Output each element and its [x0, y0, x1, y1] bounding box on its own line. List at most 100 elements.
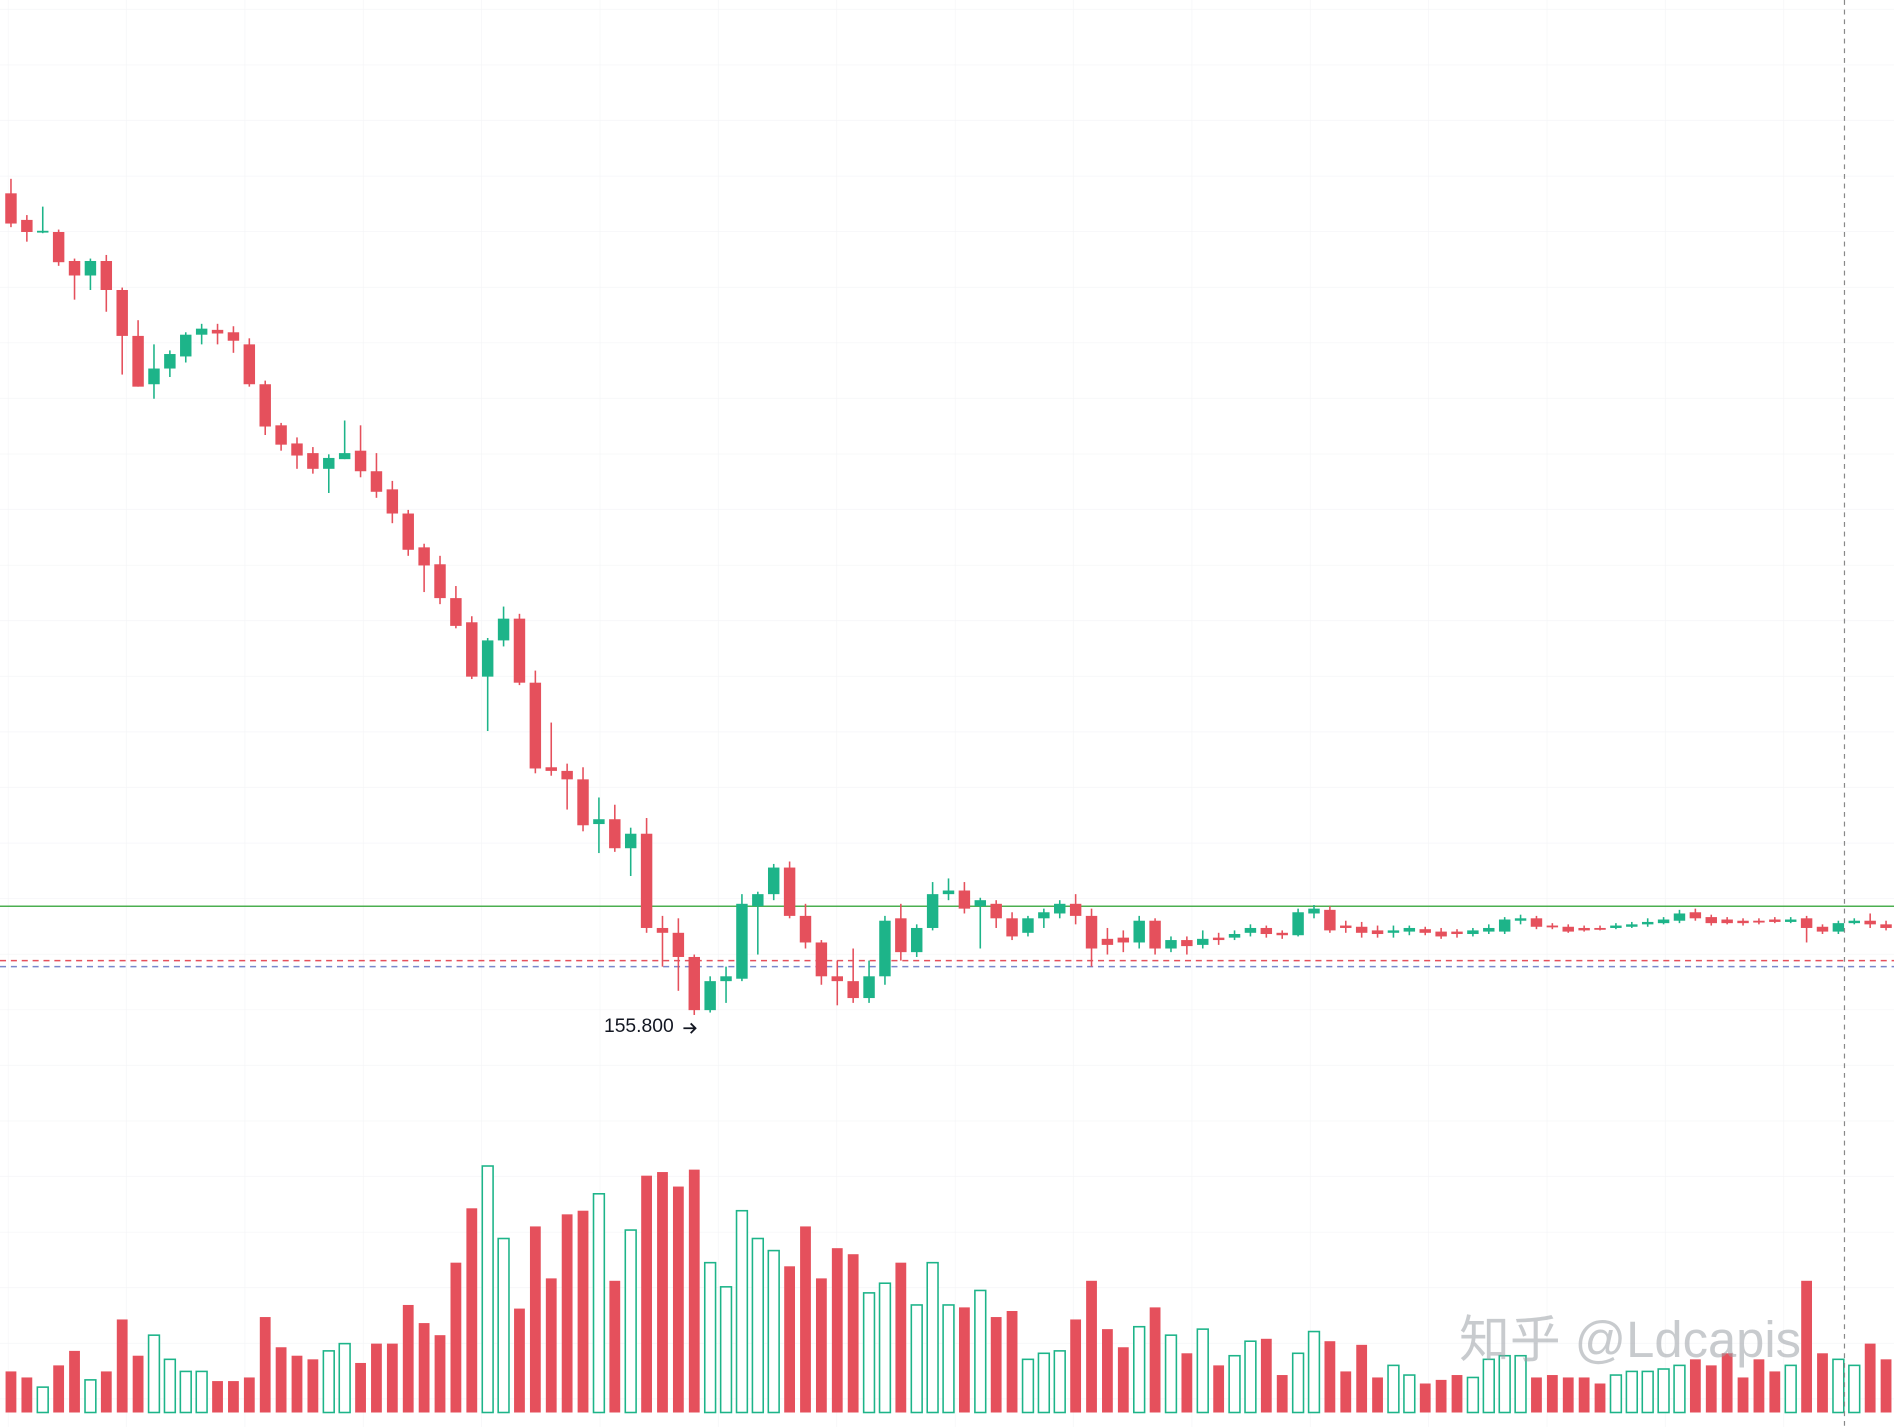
volume-bar [1102, 1329, 1113, 1413]
candle-body [1467, 930, 1479, 935]
candle-body [1371, 930, 1384, 935]
volume-bar [609, 1280, 621, 1413]
candle-body [926, 894, 939, 928]
candle-body [1800, 918, 1813, 928]
volume-bar [466, 1208, 478, 1413]
candle-body [545, 767, 557, 771]
candle-body [1673, 913, 1686, 921]
volume-bar [1276, 1375, 1288, 1413]
candle-body [1498, 919, 1511, 932]
volume-bar [1562, 1377, 1574, 1413]
candle-body [402, 513, 414, 550]
volume-bar [1594, 1383, 1606, 1413]
candle-body [100, 260, 113, 290]
candle-body [1626, 924, 1638, 927]
candle-body [672, 932, 685, 957]
candle-body [450, 598, 462, 626]
volume-bar [1435, 1379, 1447, 1413]
candle-body [211, 329, 224, 334]
volume-bar [878, 1282, 892, 1414]
candle-body [37, 230, 49, 233]
candle-body [624, 833, 637, 849]
candle-body [466, 622, 478, 677]
candle-body [974, 900, 987, 907]
candle-body [418, 547, 430, 566]
candle-body [1085, 915, 1098, 949]
volume-bar [386, 1343, 398, 1413]
volume-bar [641, 1175, 652, 1413]
candle-body [180, 334, 192, 357]
candle-body [1212, 937, 1225, 941]
volume-bar [910, 1304, 923, 1414]
volume-bar [1689, 1359, 1701, 1413]
candle-body [1292, 912, 1304, 936]
volume-bar [179, 1370, 192, 1414]
volume-bar [1784, 1364, 1797, 1414]
volume-bar [497, 1237, 510, 1414]
candle-body [132, 335, 144, 387]
candle-body [1149, 920, 1161, 949]
candle-body [21, 219, 33, 232]
watermark: 知乎 @Ldcapis [1459, 1311, 1801, 1368]
low-price-label: 155.800 [604, 1016, 674, 1037]
volume-bar [1006, 1311, 1018, 1413]
candle-body [1260, 927, 1273, 935]
volume-bar [1340, 1371, 1352, 1413]
volume-bar [84, 1379, 97, 1414]
volume-bar [195, 1370, 208, 1414]
volume-bar [100, 1371, 112, 1413]
candle-pane [5, 178, 1892, 1015]
volume-bar [529, 1226, 541, 1413]
candle-body [148, 368, 160, 385]
volume-bar [116, 1319, 128, 1413]
candle-body [1705, 917, 1717, 924]
candle-body [736, 903, 748, 979]
volume-bar [1196, 1328, 1209, 1414]
volume-bar [784, 1266, 796, 1413]
volume-bar [355, 1362, 366, 1413]
volume-bar [514, 1308, 525, 1413]
candle-body [1022, 918, 1034, 933]
volume-bar [212, 1381, 223, 1413]
candle-body [1578, 927, 1590, 931]
candle-body [497, 618, 510, 641]
candle-body [1784, 919, 1797, 922]
candle-body [1228, 934, 1241, 938]
volume-bar [1133, 1325, 1146, 1414]
candle-body [879, 920, 891, 977]
volume-bar [1864, 1343, 1876, 1413]
volume-bar [577, 1210, 589, 1413]
volume-bar [5, 1371, 17, 1413]
volume-bar [1641, 1370, 1654, 1414]
candle-body [52, 231, 65, 263]
volume-bar [1609, 1374, 1623, 1414]
volume-bar [703, 1261, 717, 1414]
price-lines [0, 905, 1894, 968]
volume-bar [1228, 1354, 1241, 1414]
volume-bar [895, 1262, 907, 1413]
candle-body [1483, 927, 1495, 932]
volume-bar [719, 1286, 733, 1414]
volume-bar [942, 1304, 955, 1414]
candle-body [1816, 926, 1829, 932]
volume-bar [1451, 1375, 1463, 1413]
volume-bar [1053, 1350, 1066, 1414]
volume-bar [1721, 1353, 1733, 1413]
volume-bar [1164, 1334, 1178, 1414]
volume-bar [322, 1350, 335, 1414]
volume-bar [291, 1355, 303, 1413]
candle-body [323, 457, 335, 469]
volume-bar [275, 1347, 287, 1413]
candle-body [1355, 926, 1368, 933]
volume-bar [926, 1261, 939, 1414]
volume-bar [21, 1377, 33, 1413]
candle-body [720, 976, 732, 982]
candle-body [1689, 912, 1702, 919]
candle-body [1594, 927, 1606, 930]
volume-bar [1769, 1371, 1781, 1413]
candle-body [1451, 931, 1463, 935]
candle-body [1530, 918, 1543, 927]
candle-body [1197, 938, 1209, 945]
